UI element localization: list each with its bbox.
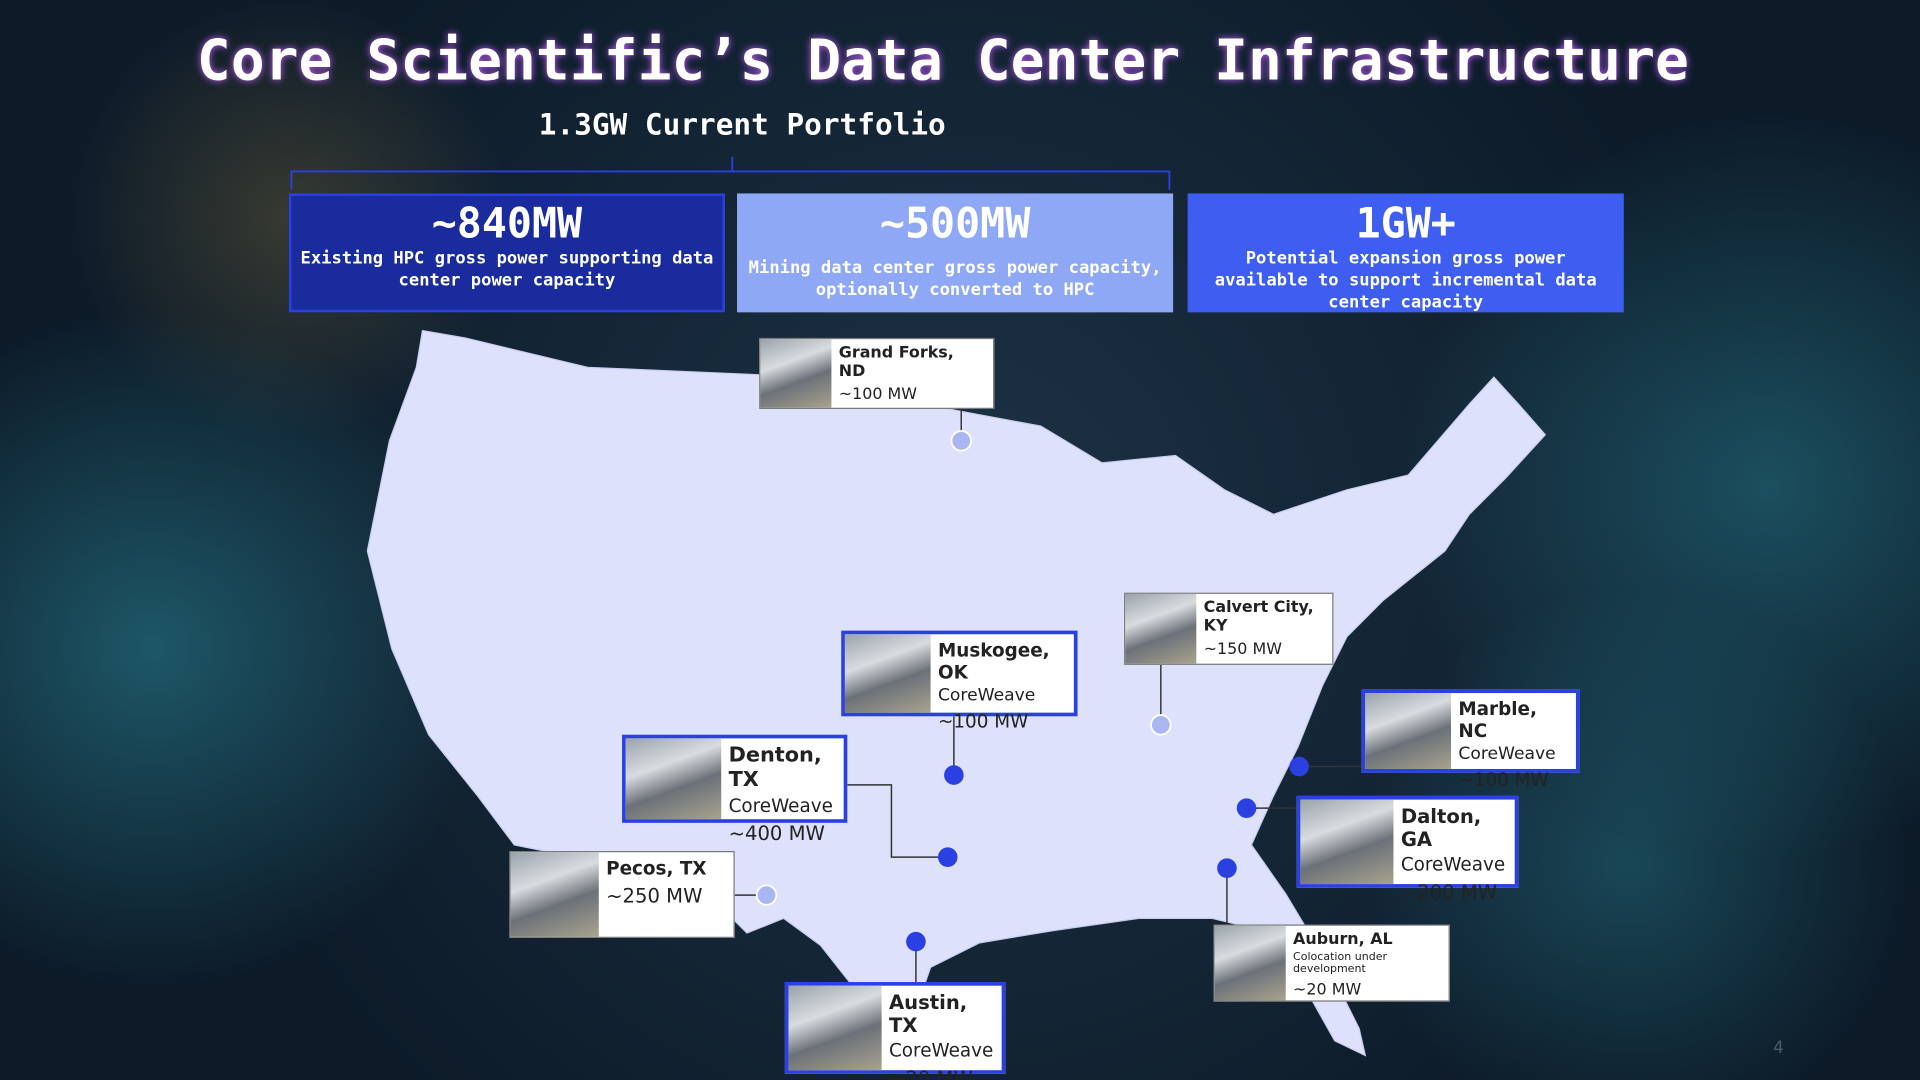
site-text: Dalton, GA CoreWeave ~200 MW [1393,800,1514,903]
stat-value: ~840MW [431,199,583,249]
site-name: Grand Forks, ND [838,344,954,381]
site-photo [625,738,722,820]
site-text: Pecos, TX ~250 MW [599,852,714,936]
site-marker [1150,714,1172,736]
site-card: Denton, TX CoreWeave ~400 MW [622,734,848,845]
site-capacity: ~100 MW [838,385,918,405]
site-capacity: ~20 MW [888,1066,973,1080]
site-photo [1214,925,1286,1001]
site-name: Pecos, TX [606,857,707,880]
title: Core Scientific’s Data Center Infrastruc… [196,26,1689,94]
site-photo [760,339,832,408]
site-name: Denton, TX [728,743,822,793]
site-capacity: ~200 MW [1400,880,1498,904]
site-capacity: ~100 MW [937,710,1029,733]
site-text: Calvert City, KY ~150 MW [1196,594,1332,664]
site-capacity: ~400 MW [728,821,825,845]
site-name: Dalton, GA [1400,804,1482,852]
site-tenant: CoreWeave [1400,853,1506,876]
site-card: Calvert City, KY ~150 MW [1124,592,1334,665]
site-name: Austin, TX [888,990,968,1038]
site-text: Grand Forks, ND ~100 MW [831,339,993,408]
site-name: Calvert City, KY [1203,598,1314,636]
site-tenant: CoreWeave [728,794,833,817]
stat-description: Potential expansion gross power availabl… [1214,248,1597,313]
page-number: 4 [1773,1038,1784,1058]
site-marker [1217,858,1237,878]
site-photo [788,985,882,1071]
site-name: Marble, NC [1458,697,1537,743]
site-marker [937,847,958,867]
stat-description: Mining data center gross power capacity,… [748,258,1162,300]
site-photo [1300,799,1394,885]
site-marker [1289,756,1309,777]
site-photo [510,852,599,937]
site-note: Colocation under development [1293,951,1388,976]
site-tenant: CoreWeave [937,685,1036,706]
site-name: Muskogee, OK [937,639,1050,684]
site-photo [1365,693,1452,769]
subtitle: 1.3GW Current Portfolio [538,107,946,143]
site-card: Muskogee, OK CoreWeave ~100 MW [841,630,1078,732]
site-card: Auburn, AL Colocation under development ~2… [1213,924,1450,1002]
site-card: Dalton, GA CoreWeave ~200 MW [1296,795,1519,904]
site-marker [755,884,778,906]
site-markers [755,430,1309,952]
site-text: Austin, TX CoreWeave ~20 MW [882,986,1002,1080]
site-photo [844,634,931,713]
site-capacity: ~20 MW [1293,980,1362,1000]
site-name: Auburn, AL [1293,930,1393,949]
site-photo [1125,593,1197,664]
site-capacity: ~100 MW [1458,768,1549,792]
site-capacity: ~250 MW [606,884,703,908]
site-text: Auburn, AL Colocation under development ~2… [1286,926,1449,1001]
site-text: Denton, TX CoreWeave ~400 MW [721,738,843,845]
site-text: Muskogee, OK CoreWeave ~100 MW [931,634,1074,732]
stat-box: 1GW+ Potential expansion gross power avai… [1187,193,1624,313]
site-card: Grand Forks, ND ~100 MW [759,337,995,409]
site-card: Pecos, TX ~250 MW [509,851,735,938]
site-tenant: CoreWeave [888,1039,994,1062]
site-marker [906,931,926,952]
stat-box: ~840MW Existing HPC gross power supportin… [288,193,725,313]
portfolio-bracket [290,156,1171,190]
site-card: Marble, NC CoreWeave ~100 MW [1361,689,1580,791]
stat-value: ~500MW [879,199,1031,249]
site-tenant: CoreWeave [1458,744,1556,765]
site-capacity: ~150 MW [1203,640,1282,659]
site-text: Marble, NC CoreWeave ~100 MW [1451,693,1576,791]
stat-description: Existing HPC gross power supporting data… [300,248,714,291]
stat-box: ~500MW Mining data center gross power cap… [737,193,1174,313]
site-marker [950,430,972,452]
site-marker [944,765,964,785]
site-card: Austin, TX CoreWeave ~20 MW [784,982,1006,1080]
stat-value: 1GW+ [1355,199,1456,249]
site-marker [1236,798,1257,818]
